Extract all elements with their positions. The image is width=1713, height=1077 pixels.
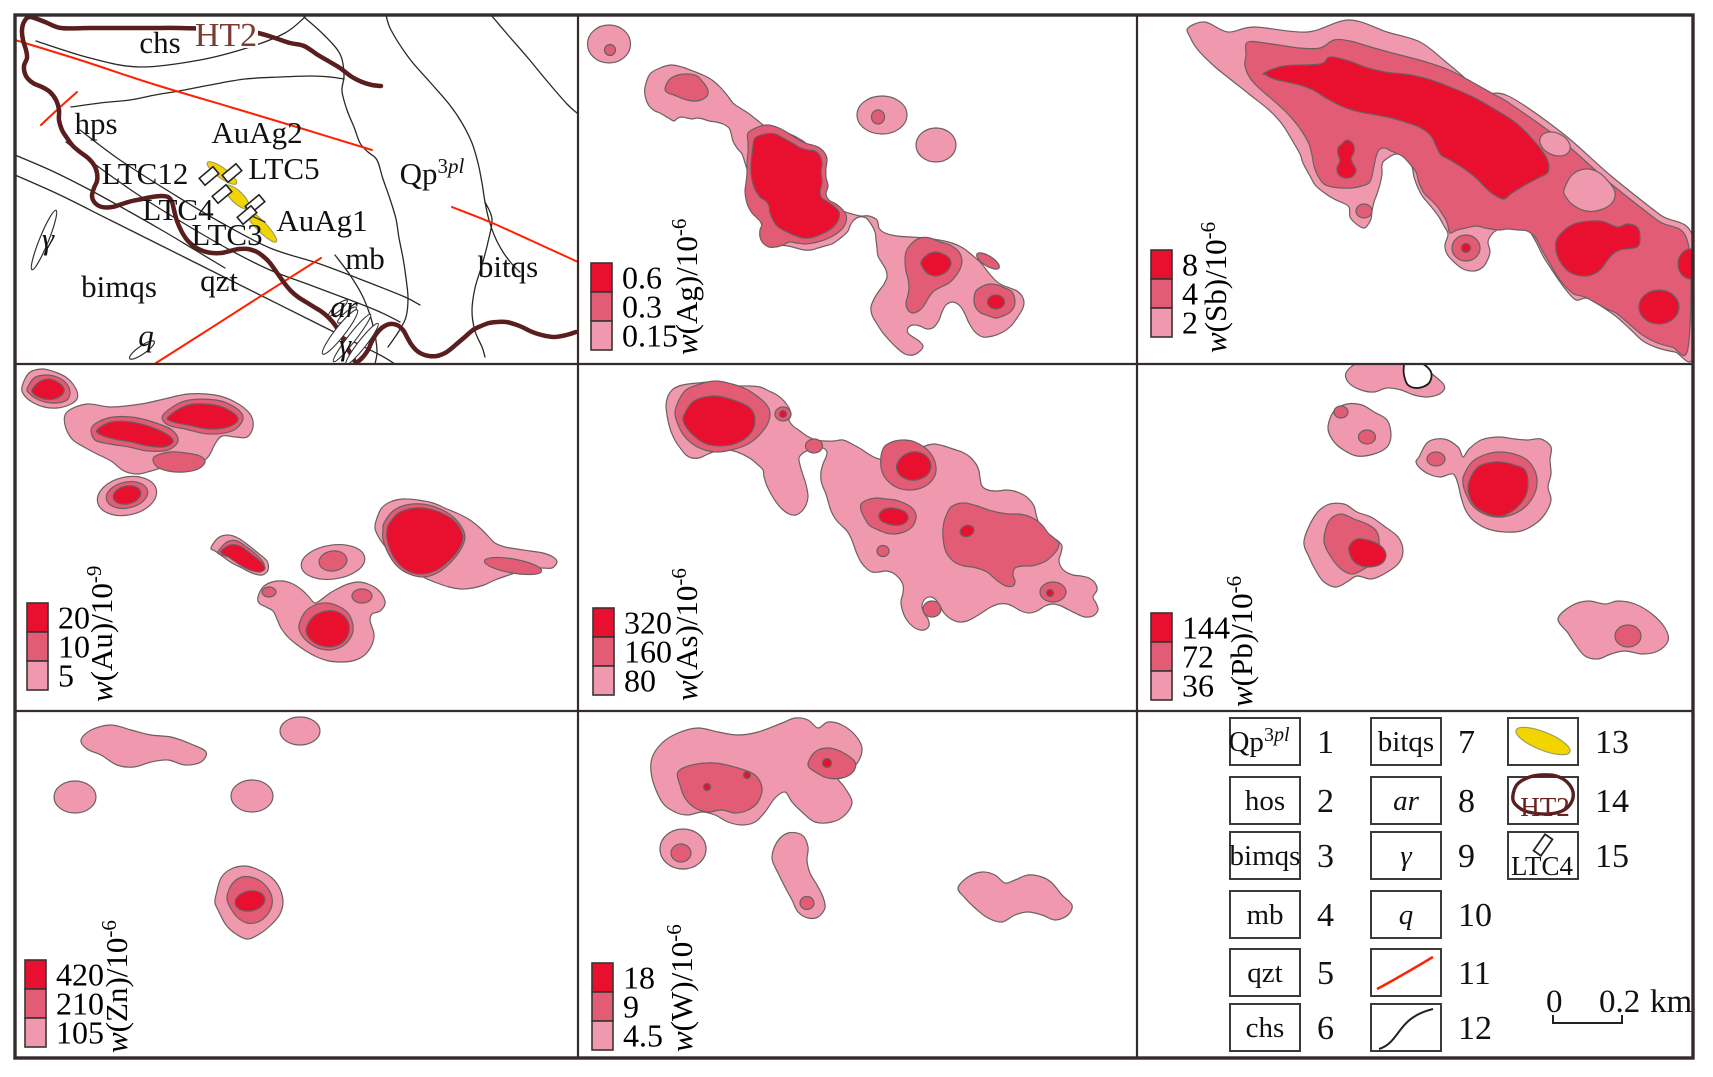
- svg-text:7: 7: [1458, 724, 1475, 761]
- svg-text:72: 72: [1182, 639, 1214, 675]
- svg-text:3: 3: [1317, 838, 1334, 875]
- svg-text:HT2: HT2: [1520, 792, 1570, 822]
- svg-text:5: 5: [58, 658, 74, 694]
- svg-text:LTC3: LTC3: [191, 217, 262, 252]
- svg-text:w(Zn)/10-6: w(Zn)/10-6: [97, 920, 134, 1053]
- svg-text:36: 36: [1182, 668, 1214, 704]
- svg-text:15: 15: [1595, 838, 1629, 875]
- svg-text:LTC12: LTC12: [102, 156, 189, 191]
- svg-text:9: 9: [1458, 838, 1475, 875]
- svg-text:0.6: 0.6: [622, 260, 662, 296]
- svg-text:320: 320: [624, 605, 672, 641]
- svg-text:bimqs: bimqs: [81, 269, 157, 304]
- svg-text:5: 5: [1317, 955, 1334, 992]
- svg-text:LTC4: LTC4: [1511, 851, 1574, 881]
- svg-text:144: 144: [1182, 610, 1230, 646]
- svg-text:210: 210: [56, 986, 104, 1022]
- svg-text:4: 4: [1317, 897, 1334, 934]
- svg-text:γ: γ: [339, 327, 352, 362]
- svg-text:bitqs: bitqs: [478, 249, 538, 284]
- svg-text:420: 420: [56, 957, 104, 993]
- svg-text:chs: chs: [139, 25, 180, 60]
- svg-text:4.5: 4.5: [623, 1018, 663, 1054]
- svg-text:0.2: 0.2: [1599, 984, 1640, 1020]
- svg-text:2: 2: [1182, 305, 1198, 341]
- svg-text:w(W)/10-6: w(W)/10-6: [662, 924, 699, 1052]
- svg-text:80: 80: [624, 663, 656, 699]
- svg-text:LTC5: LTC5: [248, 151, 319, 186]
- svg-text:AuAg2: AuAg2: [211, 115, 302, 150]
- svg-text:8: 8: [1182, 247, 1198, 283]
- svg-text:hps: hps: [74, 106, 117, 141]
- svg-text:w(Pb)/10-6: w(Pb)/10-6: [1222, 576, 1259, 707]
- svg-text:8: 8: [1458, 783, 1475, 820]
- svg-text:9: 9: [623, 989, 639, 1025]
- svg-text:LTC4: LTC4: [142, 192, 214, 227]
- svg-text:bimqs: bimqs: [1230, 840, 1301, 872]
- svg-text:w(Ag)/10-6: w(Ag)/10-6: [667, 219, 704, 355]
- svg-text:mb: mb: [345, 241, 385, 276]
- svg-text:km: km: [1650, 984, 1693, 1020]
- svg-text:HT2: HT2: [195, 17, 257, 54]
- svg-text:2: 2: [1317, 783, 1334, 820]
- svg-text:0.3: 0.3: [622, 289, 662, 325]
- svg-text:qzt: qzt: [200, 263, 238, 298]
- svg-text:11: 11: [1458, 955, 1491, 992]
- svg-text:0.15: 0.15: [622, 318, 678, 354]
- svg-text:18: 18: [623, 960, 655, 996]
- svg-text:160: 160: [624, 634, 672, 670]
- svg-text:γ: γ: [42, 221, 55, 256]
- svg-text:γ: γ: [1400, 840, 1413, 872]
- svg-text:qzt: qzt: [1247, 957, 1282, 989]
- svg-text:w(Au)/10-9: w(Au)/10-9: [82, 566, 119, 702]
- svg-text:4: 4: [1182, 276, 1198, 312]
- svg-text:w(As)/10-6: w(As)/10-6: [667, 568, 704, 701]
- svg-text:hos: hos: [1245, 785, 1285, 817]
- svg-text:105: 105: [56, 1015, 104, 1051]
- svg-text:10: 10: [1458, 897, 1492, 934]
- svg-text:0: 0: [1546, 984, 1563, 1020]
- svg-text:bitqs: bitqs: [1378, 726, 1434, 758]
- svg-text:chs: chs: [1246, 1012, 1285, 1044]
- svg-text:w(Sb)/10-6: w(Sb)/10-6: [1196, 222, 1233, 353]
- svg-text:ar: ar: [1393, 785, 1420, 817]
- svg-text:ar: ar: [330, 289, 359, 324]
- svg-text:20: 20: [58, 600, 90, 636]
- svg-text:6: 6: [1317, 1010, 1334, 1047]
- svg-text:mb: mb: [1246, 899, 1283, 931]
- svg-text:14: 14: [1595, 783, 1629, 820]
- svg-text:AuAg1: AuAg1: [276, 203, 367, 238]
- svg-text:q: q: [138, 318, 154, 353]
- svg-text:10: 10: [58, 629, 90, 665]
- svg-text:13: 13: [1595, 724, 1629, 761]
- svg-text:1: 1: [1317, 724, 1334, 761]
- svg-text:q: q: [1399, 899, 1414, 931]
- svg-text:12: 12: [1458, 1010, 1492, 1047]
